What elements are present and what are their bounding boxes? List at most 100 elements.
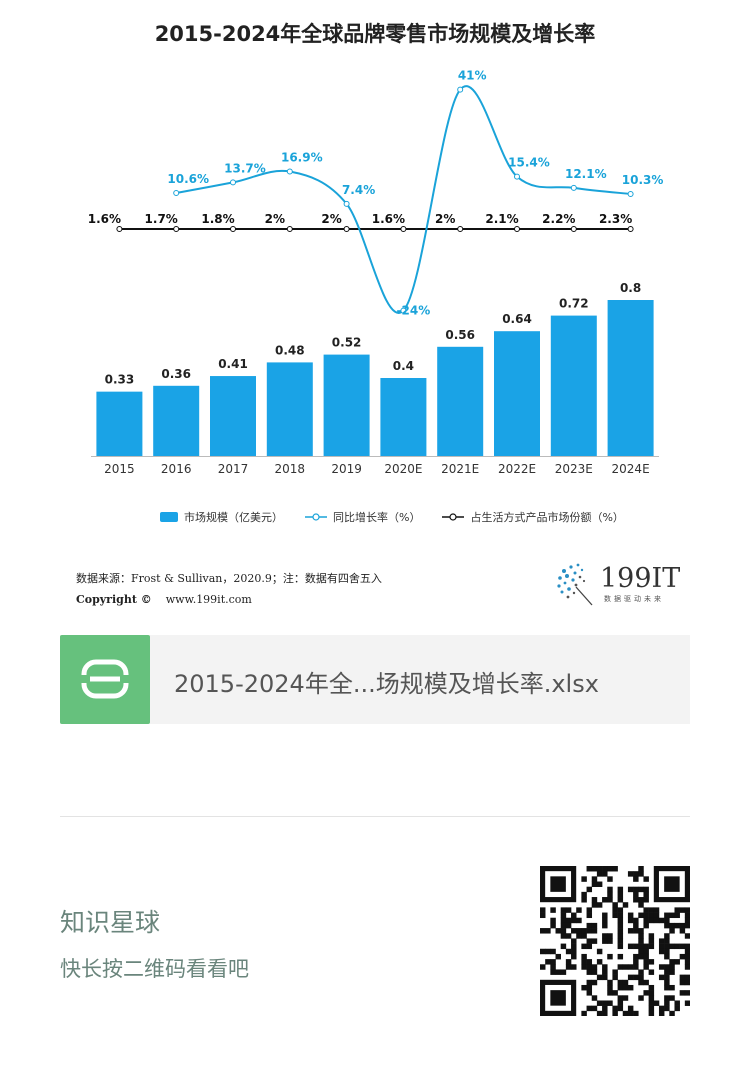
- qr-module: [607, 886, 613, 893]
- qr-module: [622, 964, 629, 970]
- qr-module: [664, 948, 670, 955]
- qr-module: [653, 912, 660, 919]
- qr-module: [622, 979, 629, 986]
- qr-module: [591, 928, 598, 934]
- qr-module: [571, 953, 577, 960]
- qr-module: [633, 1010, 639, 1016]
- qr-module: [664, 984, 670, 991]
- qr-module: [633, 917, 639, 924]
- source-text: 数据来源：Frost & Sullivan，2020.9；注：数据有四舍五入: [76, 572, 382, 585]
- x-tick-label: 2023E: [555, 462, 593, 476]
- qr-module: [627, 886, 634, 893]
- qr-module: [674, 959, 680, 965]
- qr-module: [607, 990, 613, 996]
- x-tick-label: 2022E: [498, 462, 536, 476]
- qr-module: [638, 979, 644, 986]
- qr-module: [565, 959, 572, 965]
- qr-module: [596, 902, 603, 908]
- qr-module: [560, 933, 567, 939]
- qr-module: [612, 990, 618, 996]
- qr-module: [602, 897, 608, 903]
- qr-module: [684, 959, 690, 965]
- qr-module: [581, 959, 587, 965]
- qr-module: [684, 974, 690, 981]
- share-value-label: 1.6%: [88, 212, 121, 226]
- chart-title: 2015-2024年全球品牌零售市场规模及增长率: [154, 22, 596, 46]
- share-point: [457, 226, 464, 232]
- qr-module: [684, 948, 690, 955]
- qr-module: [669, 922, 675, 929]
- growth-value-label: 41%: [458, 69, 487, 83]
- x-tick-label: 2018: [275, 462, 306, 476]
- share-value-label: 2%: [321, 212, 341, 226]
- qr-finder-core: [550, 876, 566, 892]
- qr-module: [550, 959, 556, 965]
- qr-module: [565, 917, 572, 924]
- bar-value-label: 0.56: [445, 328, 475, 342]
- legend-label-share: 占生活方式产品市场份额（%）: [470, 511, 624, 524]
- qr-module: [571, 912, 577, 919]
- qr-module: [612, 912, 618, 919]
- qr-module: [591, 897, 598, 903]
- legend-item-share: 占生活方式产品市场份额（%）: [442, 509, 624, 525]
- growth-value-label: 15.4%: [508, 156, 550, 170]
- qr-module: [607, 984, 613, 991]
- qr-module: [550, 964, 556, 970]
- qr-module: [638, 871, 644, 877]
- qr-module: [633, 953, 639, 960]
- growth-value-label: 10.3%: [622, 173, 664, 187]
- bar-value-label: 0.72: [559, 297, 589, 311]
- file-attachment[interactable]: 2015-2024年全...场规模及增长率.xlsx: [60, 635, 690, 724]
- qr-module: [648, 907, 655, 913]
- qr-module: [607, 979, 613, 986]
- qr-module: [648, 938, 655, 944]
- qr-module: [540, 928, 546, 934]
- qr-module: [581, 933, 587, 939]
- qr-module: [638, 953, 644, 960]
- share-value-label: 1.6%: [372, 212, 405, 226]
- qr-module: [581, 897, 587, 903]
- qr-module: [576, 928, 582, 934]
- qr-module: [591, 881, 598, 887]
- share-point: [173, 226, 180, 232]
- qr-module: [638, 974, 644, 981]
- qr-module: [643, 990, 649, 996]
- qr-module: [684, 943, 690, 950]
- legend-item-growth: 同比增长率（%）: [305, 509, 420, 525]
- qr-module: [664, 964, 670, 970]
- footer-title: 知识星球: [60, 908, 161, 937]
- bar-value-label: 0.4: [393, 359, 414, 373]
- qr-module: [555, 953, 561, 960]
- share-value-label: 2.2%: [542, 212, 575, 226]
- source-block: 数据来源：Frost & Sullivan，2020.9；注：数据有四舍五入 C…: [76, 568, 382, 610]
- qr-module: [638, 866, 644, 872]
- qr-module: [627, 984, 634, 991]
- qr-module: [664, 943, 670, 950]
- qr-module: [617, 995, 624, 1001]
- qr-module: [540, 912, 546, 919]
- qr-module: [643, 912, 649, 919]
- qr-module: [664, 917, 670, 924]
- qr-module: [617, 917, 624, 924]
- qr-module: [679, 979, 686, 986]
- qr-module: [586, 922, 593, 929]
- qr-module: [684, 917, 690, 924]
- qr-module: [586, 938, 593, 944]
- qr-module: [555, 928, 561, 934]
- qr-module: [684, 933, 690, 939]
- qr-module: [591, 979, 598, 986]
- qr-module: [653, 907, 660, 913]
- qr-module: [612, 907, 618, 913]
- qr-module: [622, 995, 629, 1001]
- qr-module: [581, 964, 587, 970]
- qr-module: [602, 871, 608, 877]
- growth-value-label: -24%: [397, 304, 431, 318]
- growth-value-label: 10.6%: [167, 172, 209, 186]
- share-value-label: 2.1%: [485, 212, 518, 226]
- growth-point: [173, 189, 180, 196]
- qr-module: [633, 922, 639, 929]
- qr-module: [602, 1010, 608, 1016]
- qr-code[interactable]: [540, 866, 690, 1016]
- bar-value-label: 0.48: [275, 343, 305, 357]
- qr-module: [643, 897, 649, 903]
